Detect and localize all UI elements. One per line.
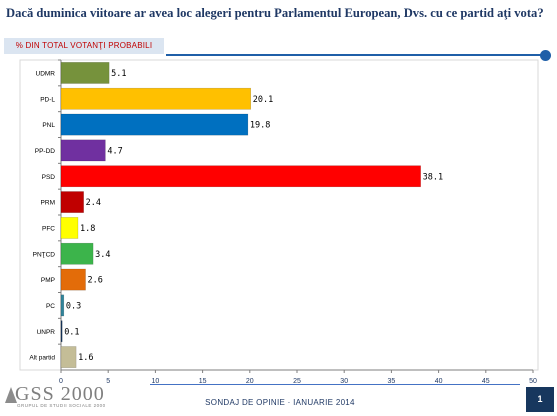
value-label: 0.1 xyxy=(64,327,79,337)
chart-title: Dacă duminica viitoare ar avea loc alege… xyxy=(6,6,544,20)
x-tick-label-50: 50 xyxy=(529,378,537,385)
x-tick-label-10: 10 xyxy=(152,378,160,385)
x-tick-label-0: 0 xyxy=(59,378,63,385)
category-label: Alt partid xyxy=(29,355,55,362)
category-label: UNPR xyxy=(37,329,56,336)
category-label: PMP xyxy=(41,277,55,284)
x-tick-label-40: 40 xyxy=(435,378,443,385)
footer-rule xyxy=(150,384,520,385)
logo-subtext: GRUPUL DE STUDII SOCIALE 2000 xyxy=(17,403,106,408)
value-label: 3.4 xyxy=(95,250,110,260)
bar-pmp xyxy=(60,268,86,291)
bar-alt-partid xyxy=(60,346,77,368)
x-tick-label-25: 25 xyxy=(293,378,301,385)
value-label: 4.7 xyxy=(107,146,122,156)
value-label: 0.3 xyxy=(66,301,81,311)
value-label: 2.4 xyxy=(86,198,101,208)
value-label: 19.8 xyxy=(250,121,270,131)
header-rule-dot xyxy=(540,50,551,61)
value-label: 5.1 xyxy=(111,69,126,79)
category-label: PRM xyxy=(41,200,55,207)
x-tick-label-45: 45 xyxy=(482,378,490,385)
category-label: PNŢCD xyxy=(33,251,56,258)
category-label: PFC xyxy=(42,225,55,232)
bar-unpr xyxy=(60,320,63,343)
x-tick-label-20: 20 xyxy=(246,378,254,385)
x-tick-label-35: 35 xyxy=(388,378,396,385)
value-label: 38.1 xyxy=(423,172,443,182)
page-number: 1 xyxy=(526,387,554,412)
bar-pfc xyxy=(60,217,79,239)
x-tick-label-15: 15 xyxy=(199,378,207,385)
footer-caption: SONDAJ DE OPINIE · IANUARIE 2014 xyxy=(205,398,355,407)
bar-pc xyxy=(60,294,65,317)
category-label: UDMR xyxy=(36,70,56,77)
value-label: 1.8 xyxy=(80,224,95,234)
bar-udmr xyxy=(60,62,110,84)
bar-pn-cd xyxy=(60,242,94,265)
logo-text: GSS 2000 xyxy=(15,383,105,405)
bar-pd-l xyxy=(60,87,251,110)
chart-subtitle: % DIN TOTAL VOTANŢI PROBABILI xyxy=(4,38,164,54)
bar-psd xyxy=(60,165,421,188)
bar-prm xyxy=(60,191,84,213)
category-label: PP-DD xyxy=(35,148,56,155)
value-label: 1.6 xyxy=(78,353,93,363)
category-label: PD-L xyxy=(40,96,55,103)
header-rule xyxy=(166,54,544,56)
value-label: 2.6 xyxy=(88,276,103,286)
x-tick-label-5: 5 xyxy=(106,378,110,385)
logo-mark-icon xyxy=(5,387,17,403)
company-logo: GSS 2000 GRUPUL DE STUDII SOCIALE 2000 xyxy=(5,383,155,413)
category-label: PC xyxy=(46,303,55,310)
category-label: PSD xyxy=(42,174,56,181)
bar-pnl xyxy=(60,113,249,136)
x-tick-label-30: 30 xyxy=(340,378,348,385)
category-label: PNL xyxy=(42,122,55,129)
value-label: 20.1 xyxy=(253,95,273,105)
bar-pp-dd xyxy=(60,139,106,162)
